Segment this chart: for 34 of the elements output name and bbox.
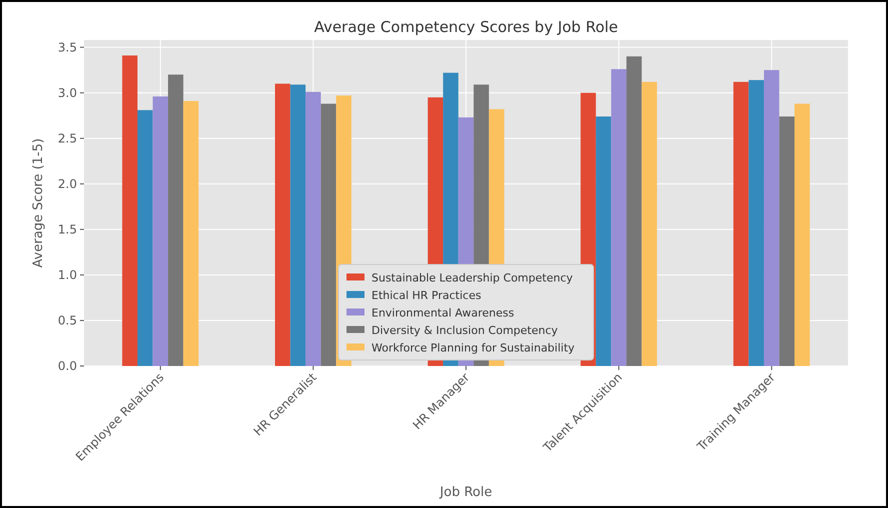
y-tick-label: 1.5 [58, 222, 77, 237]
bar [320, 104, 336, 366]
bar [611, 69, 626, 366]
y-tick-label: 2.0 [58, 177, 77, 192]
legend-label: Workforce Planning for Sustainability [372, 341, 576, 354]
legend-label: Ethical HR Practices [372, 288, 482, 302]
bar [122, 55, 138, 366]
y-tick-label: 2.5 [58, 132, 77, 146]
bar [290, 84, 306, 366]
bar [794, 104, 810, 366]
bar [779, 116, 795, 366]
legend-label: Sustainable Leadership Competency [372, 271, 574, 284]
bar [733, 82, 749, 366]
bar [764, 70, 780, 366]
y-tick-label: 3.5 [58, 40, 77, 54]
y-tick-label: 0.5 [58, 314, 77, 328]
bar [596, 116, 612, 366]
y-axis-title: Average Score (1-5) [31, 138, 46, 268]
legend-label: Environmental Awareness [372, 306, 514, 320]
bar [748, 80, 764, 366]
chart-title: Average Competency Scores by Job Role [314, 18, 618, 36]
bar [306, 92, 321, 366]
bar [152, 96, 168, 366]
bar [275, 84, 290, 366]
bar [626, 56, 642, 366]
bar [642, 82, 657, 366]
y-tick-label: 1.0 [58, 268, 77, 282]
bar [137, 110, 153, 366]
bar [183, 101, 199, 366]
y-tick-label: 3.0 [58, 86, 77, 100]
legend-label: Diversity & Inclusion Competency [372, 324, 558, 337]
y-tick-label: 0.0 [58, 359, 77, 374]
bar [168, 74, 184, 366]
x-axis-title: Job Role [438, 485, 492, 500]
